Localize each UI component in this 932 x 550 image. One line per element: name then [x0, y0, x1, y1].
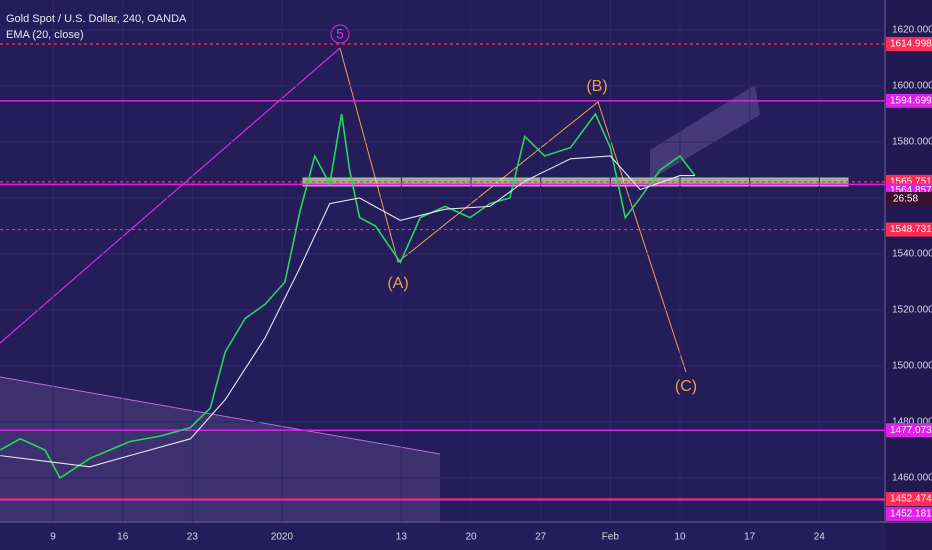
y-tick-label: 1580.000 — [892, 137, 932, 148]
price-tag-label: 1594.699 — [890, 95, 932, 106]
countdown: 26:58 — [893, 194, 918, 205]
price-tag-label: 1452.181 — [890, 509, 932, 520]
price-tag-label: 1477.073 — [890, 425, 932, 436]
price-tag — [886, 36, 932, 51]
channel — [650, 85, 760, 180]
wave-marker — [330, 24, 350, 44]
y-tick-label: 1520.000 — [892, 305, 932, 316]
x-tick-label: 9 — [50, 532, 56, 543]
price-tag-label: 1564.857 — [890, 185, 932, 196]
annotation: (A) — [387, 275, 408, 292]
price-tag — [886, 423, 932, 438]
price-axis-bg — [885, 0, 932, 550]
x-tick-label: 10 — [674, 532, 686, 543]
x-tick-label: 23 — [187, 532, 199, 543]
y-tick-label: 1540.000 — [892, 249, 932, 260]
y-tick-label: 1480.000 — [892, 417, 932, 428]
y-tick-label: 1460.000 — [892, 473, 932, 484]
x-tick-label: 2020 — [271, 532, 294, 543]
title: Gold Spot / U.S. Dollar, 240, OANDA — [6, 13, 187, 25]
price-tag — [886, 93, 932, 108]
price-tag — [886, 492, 932, 507]
wave-line — [0, 47, 341, 344]
price-tag-label: 1614.998 — [890, 39, 932, 50]
x-tick-label: Feb — [602, 532, 620, 543]
price-tag-label: 1565.751 — [890, 177, 932, 188]
price-line — [0, 155, 695, 468]
x-tick-label: 16 — [117, 532, 129, 543]
x-tick-label: 17 — [744, 532, 756, 543]
x-tick-label: 20 — [465, 532, 477, 543]
x-tick-label: 27 — [535, 532, 547, 543]
y-tick-label: 1500.000 — [892, 361, 932, 372]
x-tick-label: 24 — [814, 532, 826, 543]
channel — [0, 377, 440, 522]
price-line — [0, 112, 696, 480]
price-tag — [886, 222, 932, 237]
indicator: EMA (20, close) — [6, 29, 84, 41]
x-tick-label: 13 — [396, 532, 408, 543]
channel-line — [0, 376, 441, 455]
price-tag-label: 1548.731 — [890, 224, 932, 235]
price-tag — [886, 506, 932, 521]
y-tick-label: 1620.000 — [892, 25, 932, 36]
annotation: (C) — [675, 378, 697, 395]
countdown-tag — [886, 191, 932, 206]
y-tick-label: 1600.000 — [892, 81, 932, 92]
annotation: 5 — [336, 26, 344, 42]
annotation: (B) — [586, 78, 607, 95]
price-tag-label: 1452.474 — [890, 494, 932, 505]
